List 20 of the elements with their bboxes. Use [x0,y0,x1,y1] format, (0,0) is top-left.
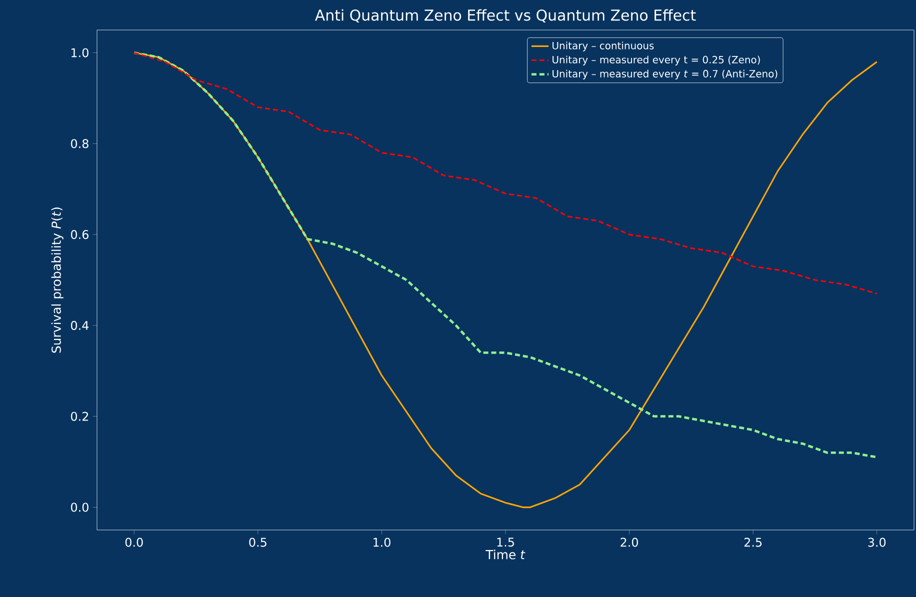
y-axis-title: Survival probability P(t) [51,208,64,353]
line-series [133,52,878,294]
legend-label: Unitary – measured every t = 0.25 (Zeno) [552,56,760,66]
y-tick-label: 0.8 [70,139,88,148]
y-tick-label: 0.4 [70,320,89,330]
legend-label: Unitary – measured every t = 0.7 (Anti-Zeno) [552,70,778,80]
chart-title: Anti Quantum Zeno Effect vs Quantum Zeno Effect [315,9,696,22]
y-tick-label: 0.6 [70,230,88,240]
x-tick-label: 1.0 [374,538,390,547]
x-axis-title: Time t [486,550,526,560]
legend-label: Unitary – continuous [552,42,654,52]
x-tick-label: 3.0 [868,538,886,547]
x-tick-label: 2.5 [744,538,762,547]
x-tick-label: 2.0 [620,538,638,547]
y-tick-label: 0.2 [70,412,88,421]
x-tick-label: 0.0 [125,538,143,547]
y-tick-label: 1.0 [72,48,88,58]
x-tick-label: 0.5 [249,538,266,547]
x-tick-label: 1.5 [497,538,514,547]
y-tick-label: 0.0 [70,502,88,512]
